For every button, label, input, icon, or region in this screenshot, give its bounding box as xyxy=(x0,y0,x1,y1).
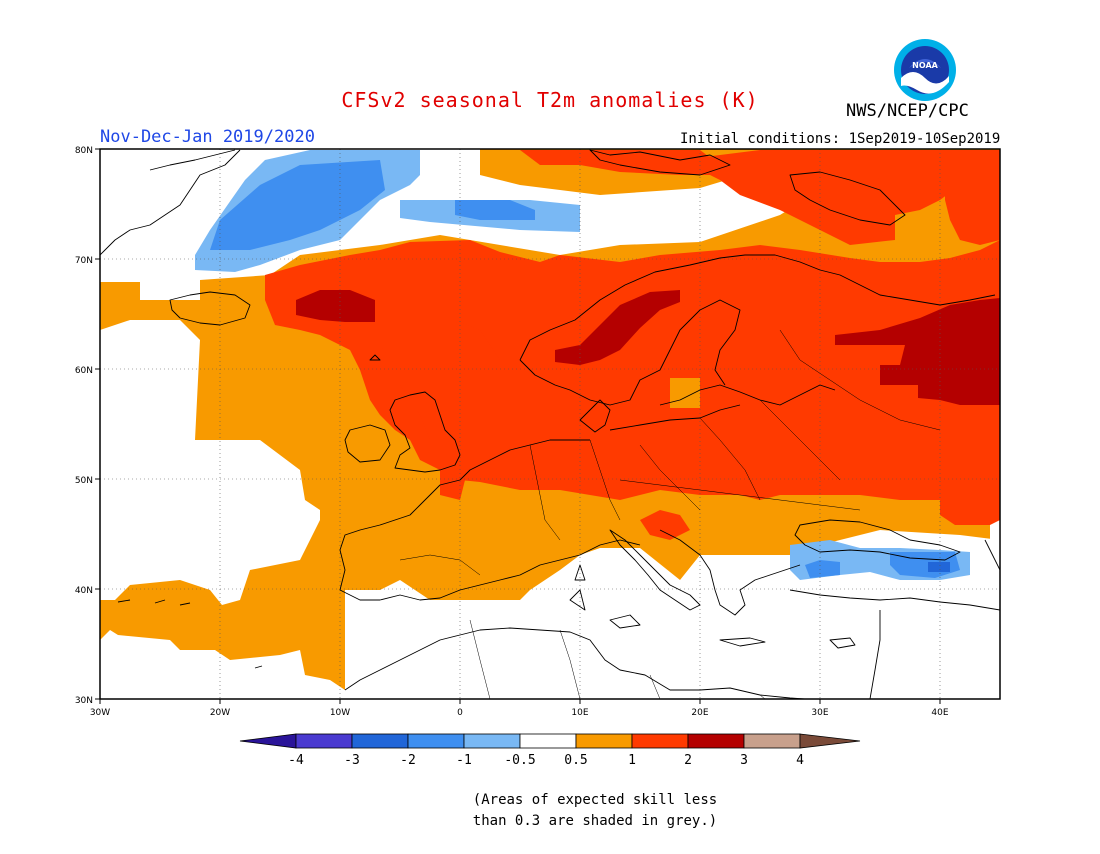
lon-label: 10W xyxy=(330,708,350,718)
lat-label: 40N xyxy=(75,586,93,596)
legend-swatch xyxy=(519,733,577,749)
legend-swatch xyxy=(743,733,801,749)
skill-note-line-1: (Areas of expected skill less xyxy=(472,792,718,808)
legend-swatch xyxy=(799,733,861,749)
legend-swatch xyxy=(351,733,409,749)
initial-conditions: Initial conditions: 1Sep2019-10Sep2019 xyxy=(680,131,1001,147)
lon-label: 0 xyxy=(457,708,463,718)
anomaly-fields xyxy=(100,149,1000,699)
lat-label: 30N xyxy=(75,696,93,706)
lat-label: 80N xyxy=(75,146,93,156)
anomaly-pocket-0.5-1 xyxy=(670,378,700,408)
skill-note: (Areas of expected skill less than 0.3 a… xyxy=(0,790,1100,832)
noaa-logo-icon: NOAA xyxy=(894,39,956,101)
lat-label: 50N xyxy=(75,476,93,486)
legend-tick-label: -0.5 xyxy=(504,753,535,768)
lon-label: 20W xyxy=(210,708,230,718)
lon-label: 20E xyxy=(691,708,708,718)
noaa-logo-text: NOAA xyxy=(912,61,938,70)
coastlines xyxy=(100,149,1000,699)
legend-tick-label: 2 xyxy=(684,753,692,768)
lon-labels: 30W 20W 10W 0 10E 20E 30E 40E xyxy=(90,708,949,718)
legend-swatch xyxy=(407,733,465,749)
lon-label: 40E xyxy=(931,708,948,718)
lat-label: 70N xyxy=(75,256,93,266)
legend-tick-label: 4 xyxy=(796,753,804,768)
legend-tick-label: 3 xyxy=(740,753,748,768)
lon-label: 30W xyxy=(90,708,110,718)
anomaly-field-minus-2-3 xyxy=(928,562,950,572)
legend-swatch xyxy=(295,733,353,749)
forecast-period: Nov-Dec-Jan 2019/2020 xyxy=(100,127,315,147)
legend-tick-label: 1 xyxy=(628,753,636,768)
legend-tick-label: -3 xyxy=(344,753,360,768)
legend-tick-label: 0.5 xyxy=(564,753,587,768)
agency-label: NWS/NCEP/CPC xyxy=(846,101,969,121)
legend-swatch xyxy=(463,733,521,749)
legend-tick-label: -4 xyxy=(288,753,304,768)
legend-swatch xyxy=(687,733,745,749)
legend-swatch xyxy=(239,733,297,749)
lat-label: 60N xyxy=(75,366,93,376)
lon-label: 30E xyxy=(811,708,828,718)
skill-note-line-2: than 0.3 are shaded in grey.) xyxy=(472,813,718,829)
map-frame xyxy=(99,148,1001,700)
anomaly-field-2-3 xyxy=(296,290,1000,405)
axis-ticks xyxy=(95,148,941,704)
anomaly-field-1-2 xyxy=(265,150,1000,540)
legend-swatch xyxy=(575,733,633,749)
lat-labels: 80N 70N 60N 50N 40N 30N xyxy=(75,146,93,706)
color-legend: -4 -3 -2 -1 -0.5 0.5 1 2 3 4 xyxy=(239,733,861,768)
chart-title: CFSv2 seasonal T2m anomalies (K) xyxy=(341,88,759,112)
anomaly-field-minus-1-2 xyxy=(210,160,960,578)
legend-tick-label: -2 xyxy=(400,753,416,768)
lon-label: 10E xyxy=(571,708,588,718)
legend-tick-label: -1 xyxy=(456,753,472,768)
legend-swatch xyxy=(631,733,689,749)
